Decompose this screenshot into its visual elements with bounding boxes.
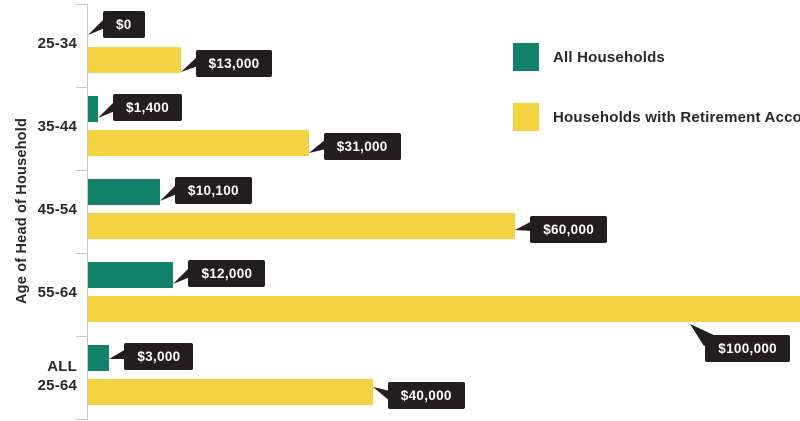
- value-callout: $31,000: [308, 132, 401, 160]
- value-callout: $40,000: [372, 381, 465, 409]
- bar-all-households-45-54: [88, 179, 160, 205]
- callout-tail-icon: [159, 184, 177, 201]
- category-label-45-54: 45-54: [37, 201, 77, 219]
- chart-band-45-54: 45-54 $10,100 $60,000: [0, 170, 800, 254]
- chart-band-35-44: 35-44 $1,400 $31,000: [0, 87, 800, 171]
- bar-retirement-households-35-44: [88, 130, 309, 156]
- callout-tail-icon: [109, 349, 127, 359]
- callout-tail-icon: [173, 267, 191, 284]
- legend-item-all-households: All Households: [513, 43, 800, 71]
- plot-area: 25-34 $0 $13,000: [0, 4, 800, 420]
- bar-all-households-35-44: [88, 96, 98, 122]
- callout-tail-icon: [690, 324, 719, 346]
- callout-tail-icon: [308, 139, 326, 153]
- callout-tail-icon: [97, 101, 115, 118]
- chart-band-55-64: 55-64 $12,000 $100,000: [0, 253, 800, 362]
- bar-retirement-households-55-64: [88, 296, 800, 322]
- category-label-all-25-64: ALL 25-64: [37, 357, 77, 394]
- bar-all-households-all-25-64: [88, 345, 110, 371]
- legend-swatch-yellow: [513, 103, 539, 131]
- bar-retirement-households-all-25-64: [88, 379, 373, 405]
- callout-tail-icon: [88, 18, 105, 35]
- value-callout: $12,000: [173, 259, 266, 287]
- legend-item-retirement-households: Households with Retirement Accounts: [513, 103, 800, 131]
- chart-band-all-25-64: ALL 25-64 $3,000 $40,000: [0, 336, 800, 420]
- legend: All Households Households with Retiremen…: [513, 43, 800, 163]
- category-label-55-64: 55-64: [37, 284, 77, 302]
- bar-retirement-households-45-54: [88, 213, 516, 239]
- value-callout: $100,000: [690, 324, 790, 362]
- value-callout: $60,000: [515, 215, 608, 243]
- bar-retirement-households-25-34: [88, 47, 181, 73]
- value-callout: $10,100: [159, 176, 252, 204]
- value-callout: $0: [88, 10, 145, 38]
- callout-tail-icon: [372, 387, 390, 401]
- callout-tail-icon: [515, 221, 533, 231]
- chart-band-25-34: 25-34 $0 $13,000: [0, 4, 800, 88]
- value-callout: $3,000: [109, 342, 194, 370]
- category-label-35-44: 35-44: [37, 118, 77, 136]
- value-callout: $1,400: [97, 93, 183, 121]
- callout-tail-icon: [180, 56, 198, 72]
- category-label-25-34: 25-34: [37, 35, 77, 53]
- bar-all-households-55-64: [88, 262, 174, 288]
- legend-swatch-green: [513, 43, 539, 71]
- value-callout: $13,000: [180, 49, 273, 77]
